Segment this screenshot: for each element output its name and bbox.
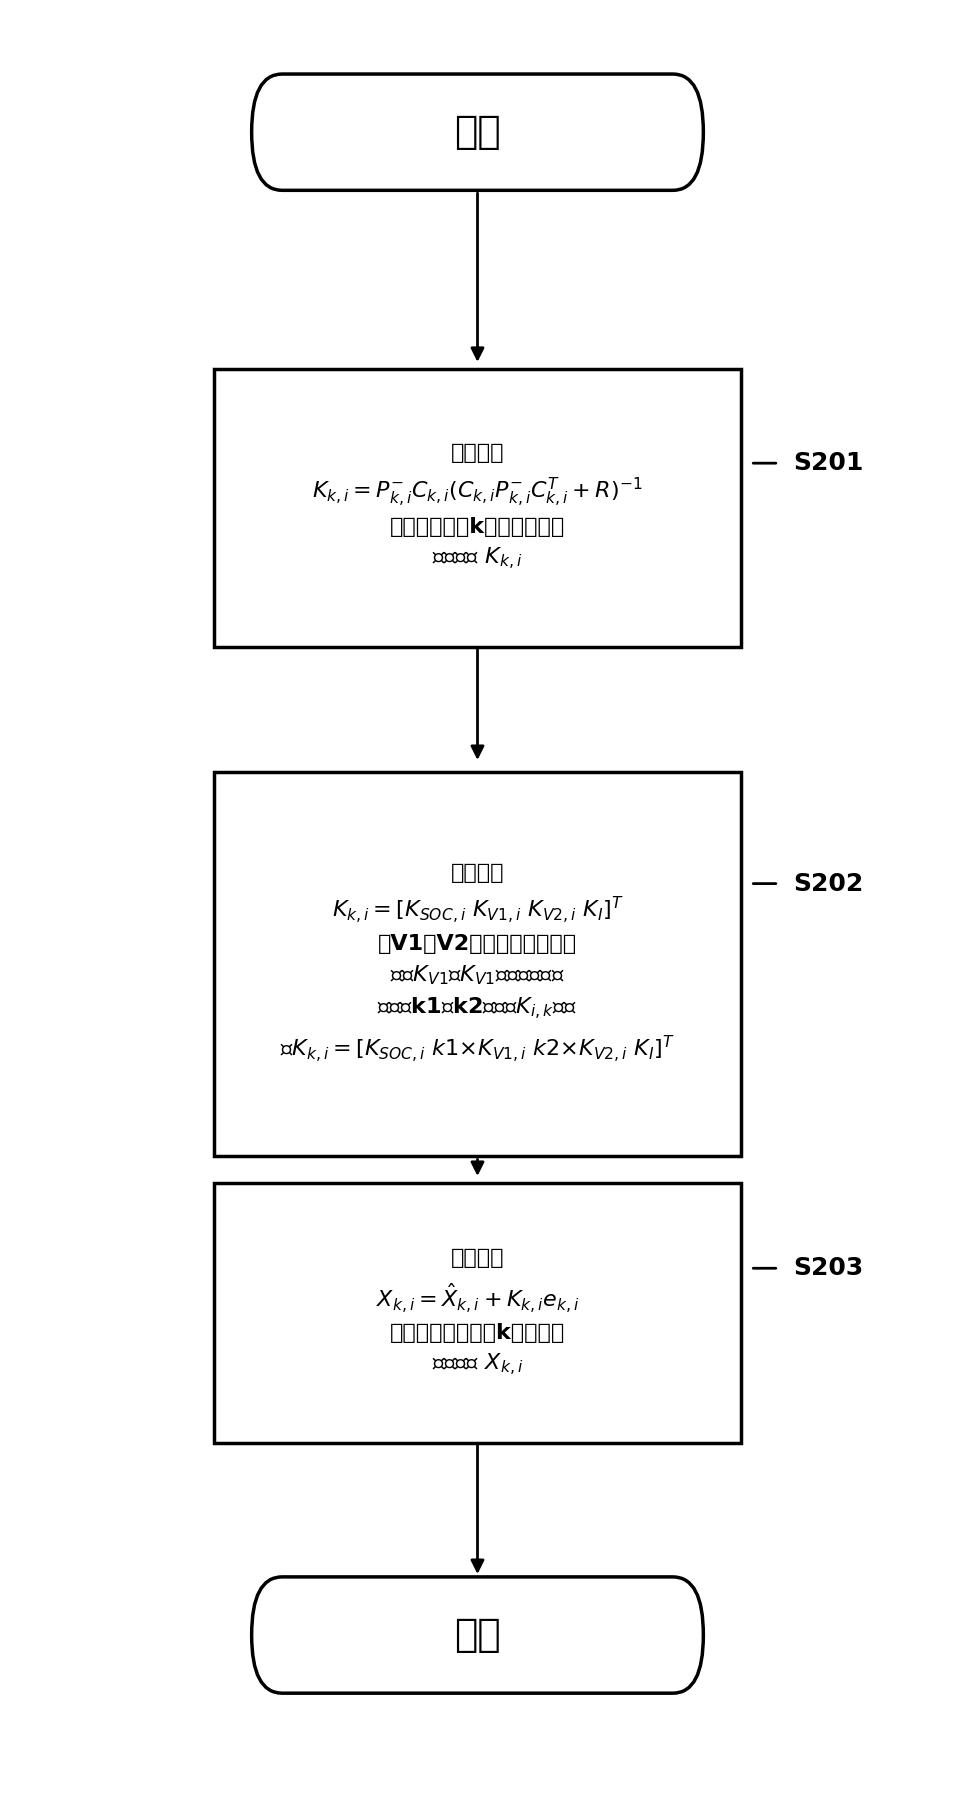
Text: S202: S202 bbox=[793, 871, 863, 896]
FancyBboxPatch shape bbox=[214, 1183, 741, 1442]
FancyBboxPatch shape bbox=[214, 772, 741, 1156]
Text: 根据公式
$K_{k,i}=\left[K_{SOC,i}\  K_{V1,i}\  K_{V2,i}\  K_{I}\right]^{T}$
将V1及V2所对: 根据公式 $K_{k,i}=\left[K_{SOC,i}\ K_{V1,i}\… bbox=[280, 864, 675, 1066]
Text: S201: S201 bbox=[793, 451, 863, 476]
FancyBboxPatch shape bbox=[251, 1578, 704, 1693]
Text: 根据公式
$K_{k,i}=P^{-}_{k,i}C_{k,i}(C_{k,i}P^{-}_{k,i}C^{T}_{k,i}+R)^{-1}$
计算对应模型k时: 根据公式 $K_{k,i}=P^{-}_{k,i}C_{k,i}(C_{k,i}… bbox=[312, 444, 643, 572]
Text: 根据公式
$X_{k,i}=\hat{X}_{k,i}+K_{k,i}e_{k,i}$
计算得到对应模型k时刻的电
池组状态 $X_{k,i}$: 根据公式 $X_{k,i}=\hat{X}_{k,i}+K_{k,i}e_{k,… bbox=[375, 1248, 580, 1377]
Text: 结束: 结束 bbox=[455, 1615, 500, 1653]
Text: S203: S203 bbox=[793, 1257, 863, 1280]
FancyBboxPatch shape bbox=[214, 370, 741, 647]
FancyBboxPatch shape bbox=[251, 74, 704, 191]
Text: 开始: 开始 bbox=[455, 114, 500, 151]
